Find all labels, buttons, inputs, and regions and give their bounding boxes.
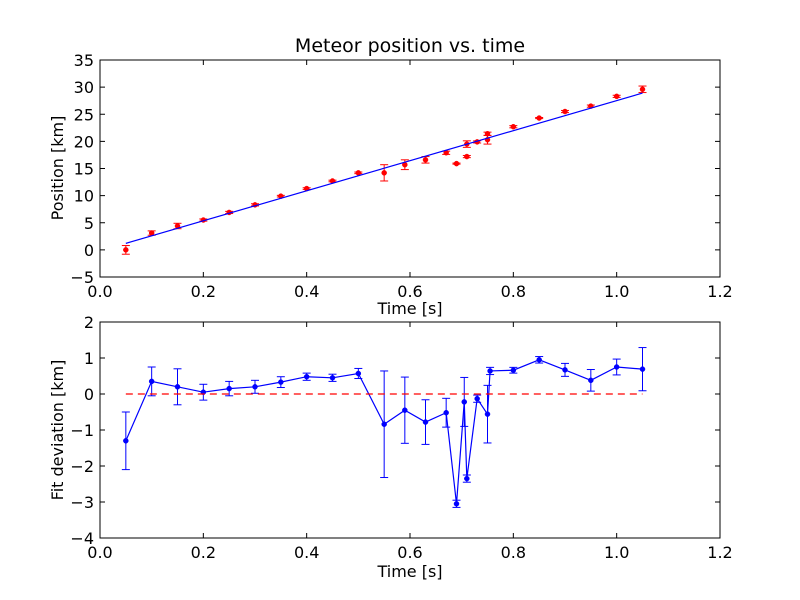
position-x-tick-label: 0.4: [294, 282, 319, 301]
position-y-tick-label: 0: [84, 241, 94, 260]
position-data-point: [562, 108, 568, 115]
position-x-ticks: 0.0 0.2 0.4 0.6 0.8 1.0 1.2: [87, 60, 733, 301]
deviation-data-point: [329, 375, 336, 381]
position-x-tick-label: 0.0: [87, 282, 112, 301]
deviation-data-point: [639, 366, 646, 372]
position-data-point: [484, 131, 491, 137]
position-data-point: [355, 170, 362, 176]
deviation-x-tick-label: 0.6: [397, 543, 422, 562]
deviation-x-tick-label: 1.2: [707, 543, 732, 562]
position-y-tick-label: −5: [70, 268, 94, 287]
deviation-data-point: [278, 379, 284, 385]
deviation-data-point: [588, 377, 594, 384]
deviation-data-point: [443, 409, 449, 416]
position-data-point: [464, 153, 470, 160]
deviation-x-tick-label: 0.8: [501, 543, 526, 562]
position-y-tick-label: 15: [74, 160, 94, 179]
position-data-point: [510, 123, 517, 130]
position-data-point: [639, 86, 646, 93]
deviation-data-point: [474, 395, 480, 402]
deviation-data-point: [562, 367, 568, 373]
deviation-y-tick-label: −2: [70, 457, 94, 476]
deviation-plot-area: [121, 347, 647, 508]
position-plot-area: [121, 85, 647, 255]
deviation-data-point: [381, 421, 387, 427]
deviation-y-tick-label: −4: [70, 529, 94, 548]
deviation-data-point: [510, 367, 517, 373]
deviation-y-axis-label: Fit deviation [km]: [48, 360, 67, 501]
deviation-data-point: [303, 373, 310, 380]
deviation-data-point: [402, 407, 408, 413]
deviation-data-point: [613, 364, 620, 370]
deviation-deviation-line: [125, 359, 643, 504]
deviation-y-tick-label: 0: [84, 385, 94, 404]
position-y-tick-label: 10: [74, 187, 94, 206]
position-plot-title: Meteor position vs. time: [295, 35, 525, 57]
position-data-point: [381, 170, 387, 176]
position-data-point: [536, 115, 542, 121]
position-fit-line: [125, 92, 643, 244]
position-y-tick-label: 30: [74, 78, 94, 97]
deviation-y-tick-label: −3: [70, 493, 94, 512]
deviation-plot: 0.0 0.2 0.4 0.6 0.8 1.0 1.2 2 1 0 −1 −2 −3 −4 Time […: [48, 313, 733, 581]
position-x-axis-label: Time [s]: [376, 299, 442, 318]
position-y-axis-label: Position [km]: [48, 116, 67, 221]
position-x-tick-label: 0.8: [501, 282, 526, 301]
deviation-data-point: [487, 368, 493, 374]
deviation-data-point: [355, 370, 362, 377]
position-y-ticks: 35 30 25 20 15 10 5 0 −5: [70, 51, 720, 287]
position-data-point: [123, 247, 129, 253]
deviation-data-point: [123, 438, 129, 444]
deviation-data-point: [252, 384, 258, 390]
deviation-data-point: [461, 399, 467, 405]
position-y-tick-label: 35: [74, 51, 94, 70]
deviation-x-tick-label: 0.2: [191, 543, 216, 562]
deviation-x-axis-label: Time [s]: [376, 562, 442, 581]
deviation-data-point: [484, 411, 491, 417]
deviation-data-point: [226, 385, 232, 392]
position-x-tick-label: 0.2: [191, 282, 216, 301]
position-y-tick-label: 5: [84, 214, 94, 233]
deviation-x-tick-label: 0.4: [294, 543, 319, 562]
deviation-y-ticks: 2 1 0 −1 −2 −3 −4: [70, 313, 720, 548]
position-x-tick-label: 0.6: [397, 282, 422, 301]
position-x-tick-label: 1.0: [604, 282, 629, 301]
position-data-point: [453, 160, 460, 167]
position-plot: Meteor position vs. time 0.0 0.2 0.4 0.6 0.8…: [48, 35, 733, 318]
deviation-data-point: [422, 419, 429, 425]
deviation-data-point: [148, 378, 155, 385]
position-y-tick-label: 25: [74, 105, 94, 124]
position-y-tick-label: 20: [74, 132, 94, 151]
deviation-y-tick-label: 1: [84, 349, 94, 368]
deviation-x-ticks: 0.0 0.2 0.4 0.6 0.8 1.0 1.2: [87, 322, 733, 562]
deviation-y-tick-label: −1: [70, 421, 94, 440]
deviation-x-tick-label: 1.0: [604, 543, 629, 562]
deviation-x-tick-label: 0.0: [87, 543, 112, 562]
deviation-data-point: [536, 357, 542, 363]
position-data-point: [613, 93, 620, 100]
deviation-data-point: [174, 384, 181, 390]
deviation-data-point: [464, 475, 470, 482]
position-x-tick-label: 1.2: [707, 282, 732, 301]
position-data-point: [422, 157, 429, 163]
deviation-y-tick-label: 2: [84, 313, 94, 332]
deviation-data-point: [453, 501, 460, 507]
